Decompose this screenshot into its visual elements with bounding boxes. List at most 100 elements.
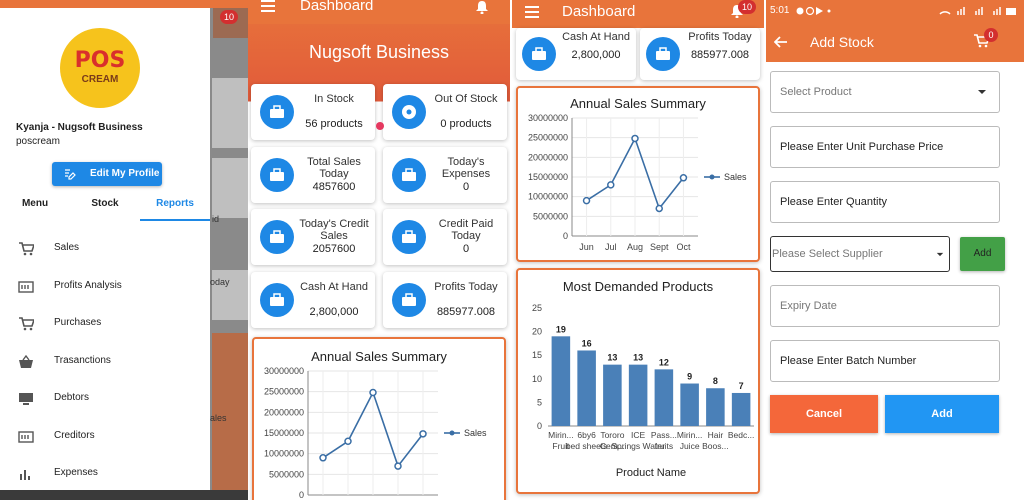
card-value: 4857600 bbox=[312, 181, 356, 193]
card-label: Profits Today bbox=[434, 281, 498, 293]
bar bbox=[628, 364, 648, 426]
bar-value-label: 19 bbox=[556, 324, 566, 334]
y-tick-label: 10 bbox=[532, 374, 542, 384]
edit-icon bbox=[65, 169, 76, 180]
briefcase-icon bbox=[392, 283, 426, 317]
expiry-date-input[interactable]: Expiry Date bbox=[770, 285, 1000, 327]
briefcase-icon bbox=[260, 283, 294, 317]
bar-value-label: 7 bbox=[739, 381, 744, 391]
y-tick-label: 5000000 bbox=[269, 469, 304, 479]
briefcase-icon bbox=[646, 37, 680, 71]
app-logo: POS CREAM bbox=[60, 28, 140, 108]
quantity-input[interactable]: Please Enter Quantity bbox=[770, 181, 1000, 223]
edit-profile-button[interactable]: Edit My Profile bbox=[52, 162, 162, 186]
profit-card[interactable]: Profits Today 885977.008 bbox=[383, 272, 507, 328]
batch-number-input[interactable]: Please Enter Batch Number bbox=[770, 340, 1000, 382]
y-tick-label: 20000000 bbox=[264, 407, 304, 417]
cash-card[interactable]: Cash At Hand 2,800,000 bbox=[251, 272, 375, 328]
profit-card[interactable]: Profits Today 885977.008 bbox=[640, 28, 760, 80]
tab-reports[interactable]: Reports bbox=[156, 198, 194, 209]
in-stock-card[interactable]: In Stock 56 products bbox=[251, 84, 375, 140]
data-point bbox=[319, 454, 327, 462]
dashboard-screen: Dashboard Nugsoft Business In Stock 56 pr… bbox=[248, 0, 510, 500]
bar-value-label: 13 bbox=[633, 353, 643, 363]
sidebar-item-expenses[interactable]: Expenses bbox=[0, 455, 210, 493]
annual-sales-card: Annual Sales Summary 0 5000000 10000000 150… bbox=[516, 86, 760, 262]
navigation-drawer: POS CREAM Kyanja - Nugsoft Business posc… bbox=[0, 8, 210, 490]
x-tick-label: Oct bbox=[676, 242, 691, 252]
back-arrow-icon[interactable] bbox=[774, 36, 788, 48]
out-of-stock-card[interactable]: Out Of Stock 0 products bbox=[383, 84, 507, 140]
briefcase-icon bbox=[260, 158, 294, 192]
sidebar-item-profits-analysis[interactable]: Profits Analysis bbox=[0, 268, 210, 306]
data-point bbox=[655, 204, 663, 213]
x-tick-label: Hair bbox=[708, 430, 724, 440]
select-product-dropdown[interactable]: Select Product bbox=[770, 71, 1000, 113]
y-tick-label: 15000000 bbox=[264, 428, 304, 438]
y-tick-label: 30000000 bbox=[264, 366, 304, 376]
tab-menu[interactable]: Menu bbox=[21, 198, 49, 209]
add-supplier-button[interactable]: Add bbox=[960, 237, 1005, 271]
sidebar-item-creditors[interactable]: Creditors bbox=[0, 418, 210, 456]
disc-icon bbox=[392, 95, 426, 129]
sidebar-item-debtors[interactable]: Debtors bbox=[0, 380, 210, 418]
unit-price-input[interactable]: Please Enter Unit Purchase Price bbox=[770, 126, 1000, 168]
sidebar-item-purchases[interactable]: Purchases bbox=[0, 305, 210, 343]
card-value: 0 bbox=[462, 243, 470, 255]
supplier-dropdown[interactable]: Please Select Supplier bbox=[770, 236, 950, 272]
y-tick-label: 5000000 bbox=[533, 211, 568, 221]
notification-bell-icon[interactable] bbox=[475, 0, 489, 14]
data-point bbox=[607, 181, 615, 189]
x-tick-label: fruits bbox=[655, 441, 673, 451]
monitor-icon bbox=[19, 393, 33, 405]
dropdown-arrow-icon bbox=[936, 252, 944, 257]
bar-value-label: 12 bbox=[659, 357, 669, 367]
card-label: In Stock bbox=[314, 93, 354, 105]
menu-icon[interactable] bbox=[260, 0, 276, 12]
chart-icon bbox=[18, 281, 34, 293]
x-tick-label: Tororo bbox=[600, 430, 624, 440]
username: poscream bbox=[16, 136, 60, 147]
bar-value-label: 9 bbox=[687, 372, 692, 382]
cancel-button[interactable]: Cancel bbox=[770, 395, 878, 433]
bar bbox=[680, 383, 699, 426]
app-bar: Dashboard bbox=[248, 0, 510, 24]
card-value: 0 bbox=[462, 181, 470, 193]
expenses-card[interactable]: Today's Expenses 0 bbox=[383, 147, 507, 203]
status-bar: 5:01 bbox=[766, 0, 1024, 22]
credit-paid-card[interactable]: Credit Paid Today 0 bbox=[383, 209, 507, 265]
credit-sales-card[interactable]: Today's Credit Sales 2057600 bbox=[251, 209, 375, 265]
dropdown-arrow-icon bbox=[978, 90, 986, 94]
y-tick-label: 10000000 bbox=[264, 449, 304, 459]
tab-stock[interactable]: Stock bbox=[91, 198, 119, 209]
y-tick-label: 5 bbox=[537, 397, 542, 407]
menu-icon[interactable] bbox=[524, 6, 540, 18]
data-point bbox=[394, 462, 402, 470]
sidebar-item-sales[interactable]: Sales bbox=[0, 230, 210, 268]
card-label: Cash At Hand bbox=[300, 281, 368, 293]
x-tick-label: Cem... bbox=[600, 441, 625, 451]
x-tick-label: Jul bbox=[605, 242, 617, 252]
business-name: Kyanja - Nugsoft Business bbox=[16, 122, 143, 133]
x-tick-label: 6by6 bbox=[577, 430, 596, 440]
cart-icon bbox=[19, 317, 34, 331]
y-tick-label: 20 bbox=[532, 327, 542, 337]
bar bbox=[731, 392, 751, 426]
x-tick-label: Boos... bbox=[702, 441, 728, 451]
notification-badge: 10 bbox=[738, 0, 756, 14]
sidebar-item-transactions[interactable]: Trasanctions bbox=[0, 343, 210, 381]
y-tick-label: 30000000 bbox=[528, 113, 568, 123]
dimmed-background[interactable]: 10 id oday ales bbox=[210, 8, 248, 500]
y-tick-label: 20000000 bbox=[528, 152, 568, 162]
y-tick-label: 15000000 bbox=[528, 172, 568, 182]
y-tick-label: 0 bbox=[563, 231, 568, 241]
cash-card[interactable]: Cash At Hand 2,800,000 bbox=[516, 28, 636, 80]
card-label: Out Of Stock bbox=[434, 93, 498, 105]
chart-title: Most Demanded Products bbox=[562, 279, 714, 294]
dashboard-charts-screen: Dashboard 10 Cash At Hand 2,800,000 Prof… bbox=[512, 0, 764, 500]
chart-title: Annual Sales Summary bbox=[311, 349, 447, 364]
add-button[interactable]: Add bbox=[885, 395, 999, 433]
annual-sales-chart: 0 5000000 10000000 15000000 20000000 25000000… bbox=[528, 113, 747, 252]
total-sales-card[interactable]: Total Sales Today 4857600 bbox=[251, 147, 375, 203]
